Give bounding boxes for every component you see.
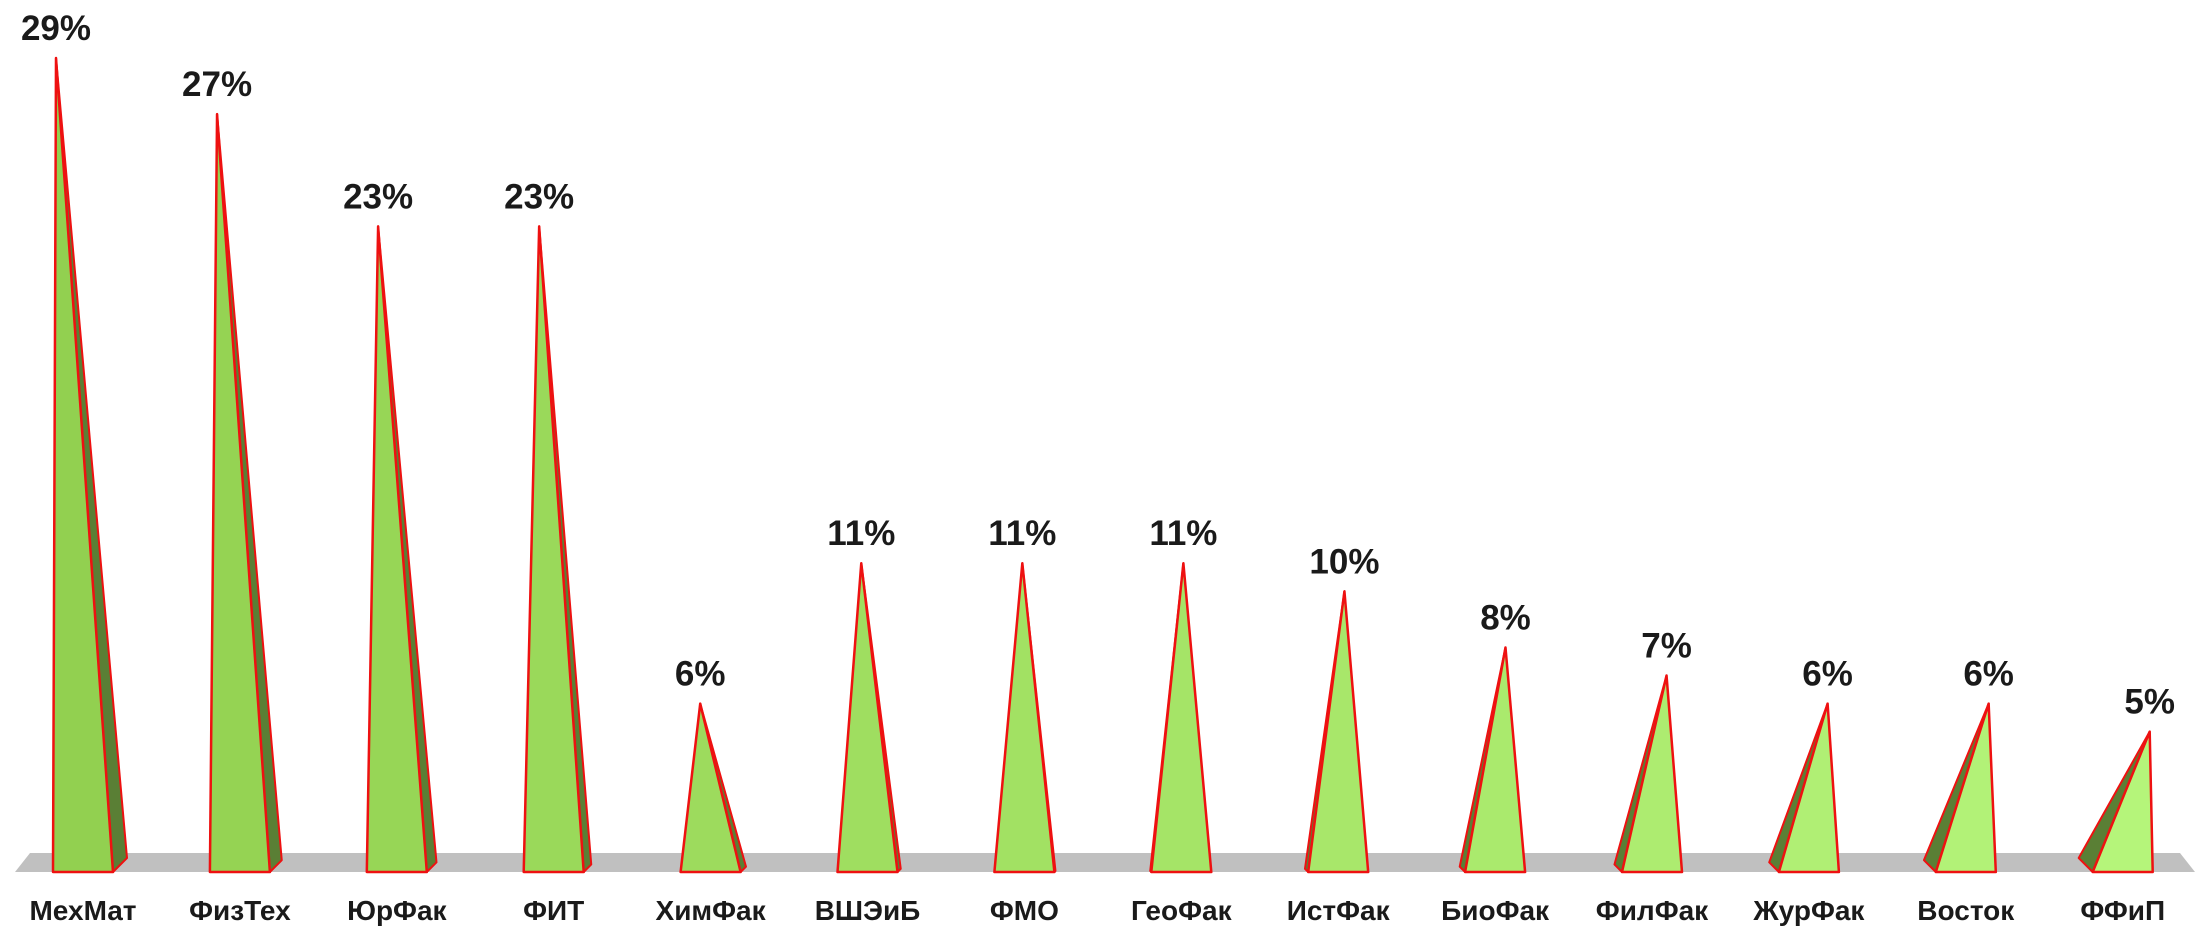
value-label: 11%: [988, 514, 1056, 553]
category-label: ИстФак: [1287, 895, 1391, 926]
bars-layer: [51, 56, 2154, 874]
bar-БиоФак: [1458, 646, 1527, 874]
value-label: 6%: [1802, 655, 1853, 694]
bar-ФИТ: [522, 225, 593, 874]
category-label: ГеоФак: [1131, 895, 1233, 926]
category-label: ЮрФак: [347, 895, 447, 926]
value-labels-layer: 29% 27% 23% 23% 6% 11% 11% 11% 10% 8% 7% 6% 6% 5%: [21, 9, 2175, 722]
category-label: ФизТех: [189, 895, 291, 926]
bar-ФФиП: [2077, 730, 2154, 874]
category-label: ФМО: [990, 895, 1059, 926]
category-label: ФилФак: [1596, 895, 1709, 926]
value-label: 10%: [1309, 542, 1379, 581]
bar-front-face: [365, 225, 429, 874]
category-label: МехМат: [29, 895, 136, 926]
value-label: 6%: [675, 655, 726, 694]
bar-front-face: [1463, 646, 1527, 874]
value-label: 23%: [343, 177, 413, 216]
bar-front-face: [1150, 561, 1213, 874]
value-label: 29%: [21, 9, 91, 48]
value-label: 5%: [2124, 683, 2175, 722]
bar-ЖурФак: [1768, 702, 1841, 874]
bar-front-face: [522, 225, 585, 874]
category-label: ХимФак: [656, 895, 767, 926]
category-label: ЖурФак: [1752, 895, 1865, 926]
bar-front-face: [51, 56, 115, 874]
chart-floor: [15, 853, 2195, 872]
value-label: 23%: [504, 177, 574, 216]
category-label: ФФиП: [2080, 895, 2165, 926]
bar-ХимФак: [679, 702, 747, 874]
bar-ФизТех: [208, 112, 283, 874]
bar-front-face: [208, 112, 272, 874]
bar-front-face: [836, 561, 899, 874]
bar-front-face: [1306, 590, 1370, 874]
bar-ГеоФак: [1149, 561, 1213, 874]
category-label: Восток: [1917, 895, 2015, 926]
bar-front-face: [2091, 730, 2154, 874]
value-label: 6%: [1963, 655, 2014, 694]
bar-ФМО: [993, 561, 1057, 874]
bar-Восток: [1922, 702, 1998, 874]
bar-front-face: [1620, 674, 1684, 874]
bar-front-face: [1934, 702, 1998, 874]
bar-front-face: [679, 702, 742, 874]
bar-front-face: [993, 561, 1056, 874]
category-label: ФИТ: [523, 895, 584, 926]
value-label: 11%: [827, 514, 895, 553]
bar-front-face: [1777, 702, 1841, 874]
bar-ИстФак: [1303, 590, 1370, 874]
value-label: 27%: [182, 65, 252, 104]
value-label: 7%: [1641, 627, 1692, 666]
category-label: ВШЭиБ: [815, 895, 921, 926]
bar-ЮрФак: [365, 225, 438, 874]
bar-ФилФак: [1613, 674, 1684, 874]
category-labels-layer: МехМат ФизТех ЮрФак ФИТ ХимФак ВШЭиБ ФМО ГеоФак…: [29, 895, 2165, 926]
bar-МехМат: [51, 56, 128, 874]
bar-ВШЭиБ: [836, 561, 902, 874]
category-label: БиоФак: [1441, 895, 1550, 926]
value-label: 11%: [1149, 514, 1217, 553]
value-label: 8%: [1480, 598, 1531, 637]
